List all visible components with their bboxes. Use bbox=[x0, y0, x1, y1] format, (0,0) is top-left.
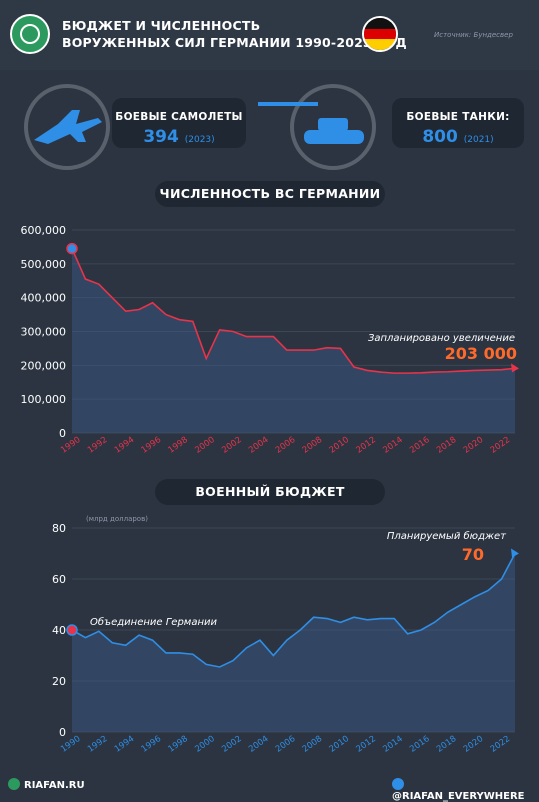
series-line bbox=[71, 553, 516, 668]
x-tick-label: 2012 bbox=[354, 435, 377, 456]
end-arrow bbox=[511, 548, 519, 558]
aircraft-stat: БОЕВЫЕ САМОЛЕТЫ 394 (2023) bbox=[112, 98, 246, 148]
x-tick-label: 2002 bbox=[220, 734, 243, 755]
annotation-label: Планируемый бюджет bbox=[387, 530, 507, 542]
x-tick-label: 2016 bbox=[408, 435, 431, 456]
x-tick-label: 1998 bbox=[167, 435, 190, 456]
y-axis-label: (млрд долларов) bbox=[86, 515, 148, 523]
footer-site[interactable]: RIAFAN.RU bbox=[8, 778, 85, 791]
tank-gun-icon bbox=[258, 102, 318, 106]
annotation-value: 70 bbox=[462, 545, 484, 564]
header: БЮДЖЕТ И ЧИСЛЕННОСТЬ ВОРУЖЕННЫХ СИЛ ГЕРМ… bbox=[0, 0, 539, 70]
series-area bbox=[72, 553, 515, 732]
series-area bbox=[72, 248, 515, 433]
aircraft-label: БОЕВЫЕ САМОЛЕТЫ bbox=[115, 111, 243, 123]
title-line-1: БЮДЖЕТ И ЧИСЛЕННОСТЬ bbox=[62, 18, 261, 33]
tank-icon bbox=[304, 118, 364, 144]
x-tick-label: 2010 bbox=[328, 734, 351, 755]
source-note: Источник: Бундесвер bbox=[434, 31, 513, 39]
riafan-logo-icon bbox=[10, 14, 50, 54]
y-tick-label: 20 bbox=[52, 675, 66, 688]
tank-badge bbox=[290, 84, 376, 170]
x-tick-label: 1994 bbox=[113, 435, 136, 456]
x-tick-label: 2022 bbox=[489, 734, 512, 755]
x-tick-label: 1998 bbox=[167, 734, 190, 755]
annotation-label: Объединение Германии bbox=[90, 616, 218, 628]
aircraft-value: 394 bbox=[143, 127, 179, 147]
annotation-label: Запланировано увеличение bbox=[368, 333, 515, 344]
page-title: БЮДЖЕТ И ЧИСЛЕННОСТЬ ВОРУЖЕННЫХ СИЛ ГЕРМ… bbox=[62, 17, 407, 51]
series-line bbox=[71, 248, 516, 374]
x-tick-label: 2000 bbox=[193, 734, 216, 755]
x-tick-label: 2018 bbox=[435, 435, 458, 456]
x-tick-label: 2020 bbox=[462, 734, 485, 755]
x-tick-label: 2006 bbox=[274, 734, 297, 755]
aircraft-year: (2023) bbox=[184, 135, 215, 145]
x-tick-label: 2014 bbox=[381, 435, 404, 456]
x-tick-label: 2004 bbox=[247, 734, 270, 755]
x-tick-label: 2022 bbox=[489, 435, 512, 456]
y-tick-label: 600,000 bbox=[21, 224, 67, 237]
y-tick-label: 200,000 bbox=[21, 359, 67, 372]
globe-icon bbox=[8, 778, 20, 790]
x-tick-label: 1996 bbox=[140, 734, 163, 755]
tank-stat: БОЕВЫЕ ТАНКИ: 800 (2021) bbox=[392, 98, 524, 148]
tank-label: БОЕВЫЕ ТАНКИ: bbox=[406, 111, 510, 123]
budget-chart-title: ВОЕННЫЙ БЮДЖЕТ bbox=[155, 479, 385, 505]
x-tick-label: 2008 bbox=[301, 734, 324, 755]
start-marker bbox=[66, 624, 78, 636]
y-tick-label: 80 bbox=[52, 522, 66, 535]
y-tick-label: 500,000 bbox=[21, 258, 67, 271]
x-tick-label: 2002 bbox=[220, 435, 243, 456]
tank-value: 800 bbox=[422, 127, 458, 147]
tank-year: (2021) bbox=[463, 135, 494, 145]
y-tick-label: 0 bbox=[59, 427, 66, 440]
x-tick-label: 2006 bbox=[274, 435, 297, 456]
x-tick-label: 2016 bbox=[408, 734, 431, 755]
fighter-jet-icon bbox=[34, 110, 102, 144]
x-tick-label: 2012 bbox=[354, 734, 377, 755]
x-tick-label: 2018 bbox=[435, 734, 458, 755]
x-tick-label: 2014 bbox=[381, 734, 404, 755]
end-arrow bbox=[511, 363, 519, 373]
y-tick-label: 300,000 bbox=[21, 326, 67, 339]
y-tick-label: 40 bbox=[52, 624, 66, 637]
x-tick-label: 2004 bbox=[247, 435, 270, 456]
start-marker bbox=[66, 242, 78, 255]
y-tick-label: 100,000 bbox=[21, 393, 67, 406]
x-tick-label: 1996 bbox=[140, 435, 163, 456]
germany-flag-icon bbox=[362, 16, 398, 52]
personnel-chart-title: ЧИСЛЕННОСТЬ ВС ГЕРМАНИИ bbox=[155, 181, 385, 207]
x-tick-label: 2000 bbox=[193, 435, 216, 456]
personnel-chart: 0 100,000 200,000 300,000 400,000 500,000 600,… bbox=[21, 224, 519, 456]
x-tick-label: 2020 bbox=[462, 435, 485, 456]
annotation-value: 203 000 bbox=[445, 344, 517, 363]
x-tick-label: 2008 bbox=[301, 435, 324, 456]
x-tick-label: 1994 bbox=[113, 734, 136, 755]
x-tick-label: 2010 bbox=[328, 435, 351, 456]
telegram-icon bbox=[392, 778, 404, 790]
x-tick-label: 1992 bbox=[86, 734, 109, 755]
x-tick-label: 1992 bbox=[86, 435, 109, 456]
y-tick-label: 0 bbox=[59, 726, 66, 739]
y-tick-label: 400,000 bbox=[21, 292, 67, 305]
y-tick-label: 60 bbox=[52, 573, 66, 586]
title-line-2: ВОРУЖЕННЫХ СИЛ ГЕРМАНИИ 1990-2023 ГОД bbox=[62, 35, 407, 50]
footer-telegram[interactable]: @RIAFAN_EVERYWHERE bbox=[392, 778, 539, 802]
aircraft-badge bbox=[24, 84, 110, 170]
